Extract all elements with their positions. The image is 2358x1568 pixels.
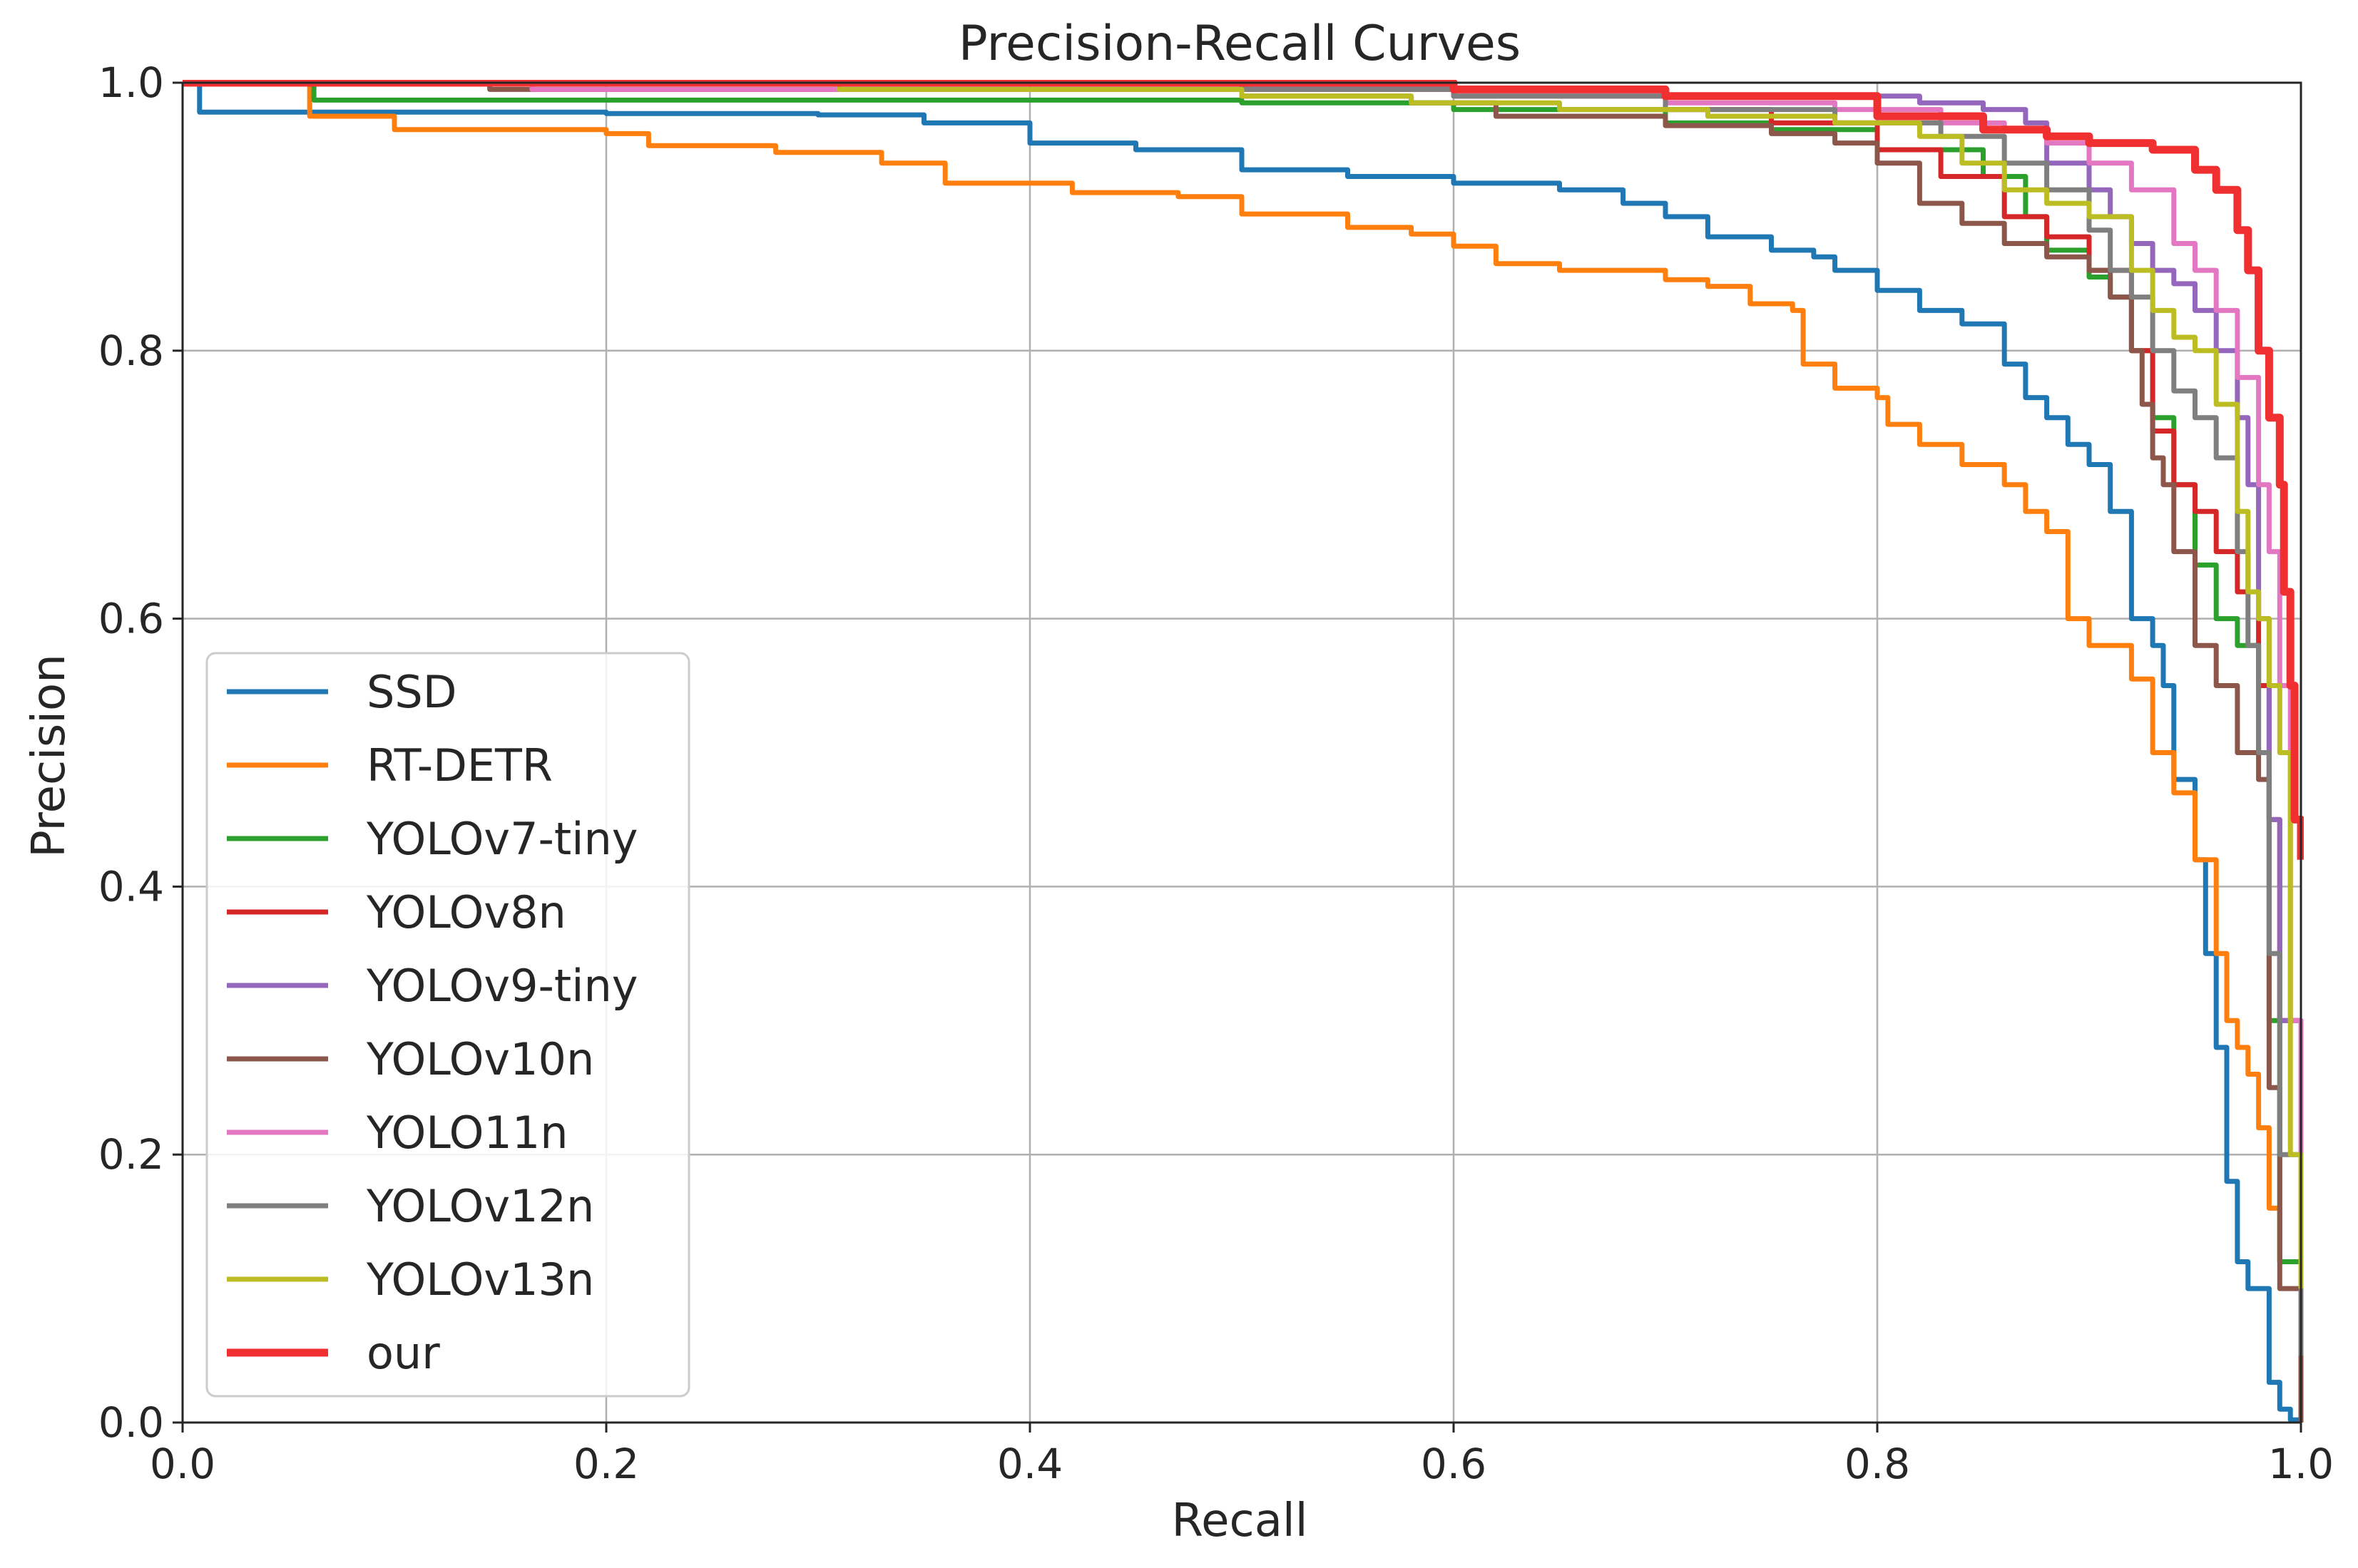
x-tick-label: 0.2 bbox=[573, 1440, 639, 1488]
legend-label: YOLOv12n bbox=[366, 1180, 594, 1232]
y-tick-label: 0.0 bbox=[98, 1398, 164, 1447]
legend: SSD RT-DETR YOLOv7-tiny YOLOv8n YOLOv9-tiny Y… bbox=[205, 652, 690, 1398]
x-tick-label: 0.0 bbox=[150, 1440, 215, 1488]
axis-ticks: 0.0 0.2 0.4 0.6 0.8 1.0 0.0 0.2 0.4 0.6 0.8 1.0 bbox=[98, 58, 2334, 1488]
x-tick-label: 0.4 bbox=[997, 1440, 1063, 1488]
legend-label: our bbox=[367, 1327, 440, 1379]
series-line-ssd bbox=[183, 80, 2304, 1423]
legend-label: SSD bbox=[367, 666, 456, 718]
series-line-our bbox=[183, 80, 2304, 860]
legend-label: YOLOv7-tiny bbox=[366, 813, 638, 865]
y-tick-label: 0.2 bbox=[98, 1130, 164, 1179]
y-tick-label: 0.8 bbox=[98, 327, 164, 375]
series-lines bbox=[183, 80, 2304, 1423]
x-tick-label: 0.8 bbox=[1844, 1440, 1910, 1488]
series-line-yolov13n bbox=[183, 80, 2304, 1289]
legend-label: YOLO11n bbox=[366, 1107, 568, 1159]
y-axis-label: Precision bbox=[23, 654, 76, 858]
legend-label: YOLOv8n bbox=[366, 886, 566, 938]
legend-label: YOLOv10n bbox=[366, 1033, 594, 1085]
x-tick-label: 1.0 bbox=[2268, 1440, 2334, 1488]
legend-label: YOLOv9-tiny bbox=[366, 960, 638, 1012]
series-line-rt-detr bbox=[183, 80, 2304, 1423]
x-tick-label: 0.6 bbox=[1421, 1440, 1486, 1488]
chart-title: Precision-Recall Curves bbox=[959, 16, 1521, 72]
y-tick-label: 1.0 bbox=[98, 58, 164, 107]
y-tick-label: 0.6 bbox=[98, 595, 164, 643]
plot-frame bbox=[181, 81, 2302, 1424]
x-axis-label: Recall bbox=[1172, 1495, 1308, 1547]
legend-label: RT-DETR bbox=[367, 739, 553, 791]
legend-label: YOLOv13n bbox=[366, 1254, 594, 1306]
y-tick-label: 0.4 bbox=[98, 862, 164, 911]
